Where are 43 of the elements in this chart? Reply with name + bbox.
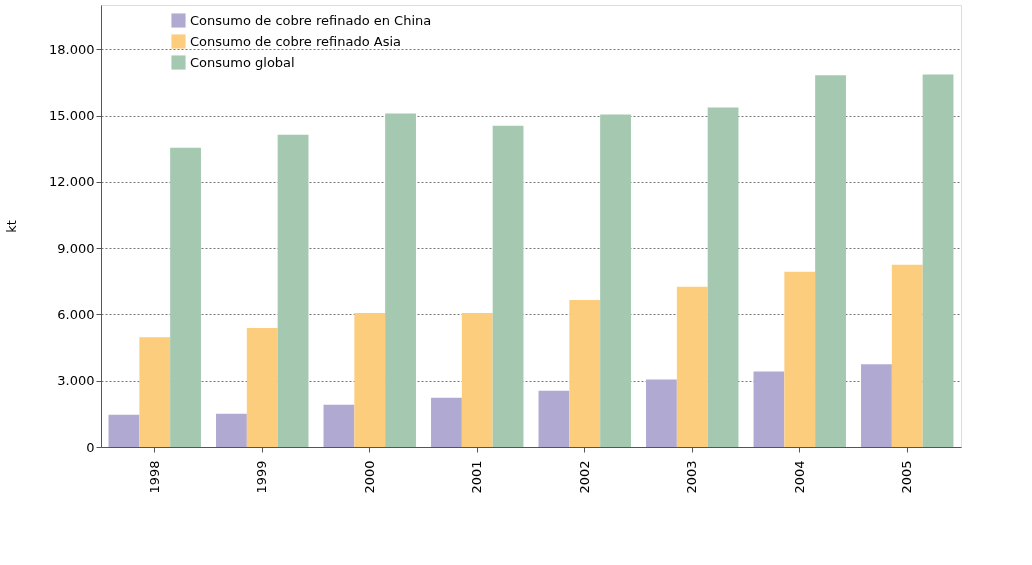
x-tick-label: 2005 — [899, 460, 915, 494]
bar — [815, 75, 846, 447]
bar — [861, 364, 892, 447]
bar — [354, 313, 386, 447]
bar — [784, 271, 816, 447]
bar — [676, 286, 708, 447]
bar — [431, 397, 462, 447]
bar — [323, 404, 355, 447]
y-tick-label: 6.000 — [57, 306, 95, 322]
bar — [492, 125, 524, 447]
x-tick-label: 2003 — [684, 460, 700, 494]
bar — [922, 74, 954, 447]
bar — [461, 313, 493, 447]
y-tick-label: 0 — [86, 439, 95, 455]
x-tick-label: 1998 — [146, 460, 162, 494]
bar — [707, 107, 739, 447]
bar — [538, 390, 570, 447]
x-tick-label: 2000 — [361, 460, 377, 494]
x-tick-label: 2001 — [469, 460, 485, 494]
x-tick-label: 2002 — [576, 460, 592, 494]
bar — [139, 337, 171, 447]
y-tick-label: 15.000 — [49, 108, 95, 123]
legend-label: Consumo de cobre refinado Asia — [190, 33, 401, 49]
y-tick-label: 3.000 — [57, 373, 95, 389]
bar — [170, 147, 201, 447]
y-tick-label: 9.000 — [57, 240, 95, 256]
legend-label: Consumo de cobre refinado en China — [190, 12, 432, 28]
y-axis-title: kt — [4, 220, 20, 233]
bar — [216, 413, 247, 447]
y-tick-label: 18.000 — [49, 41, 95, 57]
bar — [385, 113, 416, 447]
bar — [277, 134, 309, 447]
bar — [569, 300, 601, 447]
y-tick-label: 12.000 — [49, 174, 95, 190]
legend-label: Consumo global — [190, 54, 295, 70]
bar — [891, 264, 923, 447]
bar — [600, 114, 631, 447]
bar — [753, 371, 785, 447]
bar — [246, 328, 278, 447]
bar — [108, 414, 140, 447]
bar — [646, 379, 677, 447]
x-tick-label: 1999 — [254, 460, 270, 494]
x-tick-label: 2004 — [791, 460, 807, 494]
